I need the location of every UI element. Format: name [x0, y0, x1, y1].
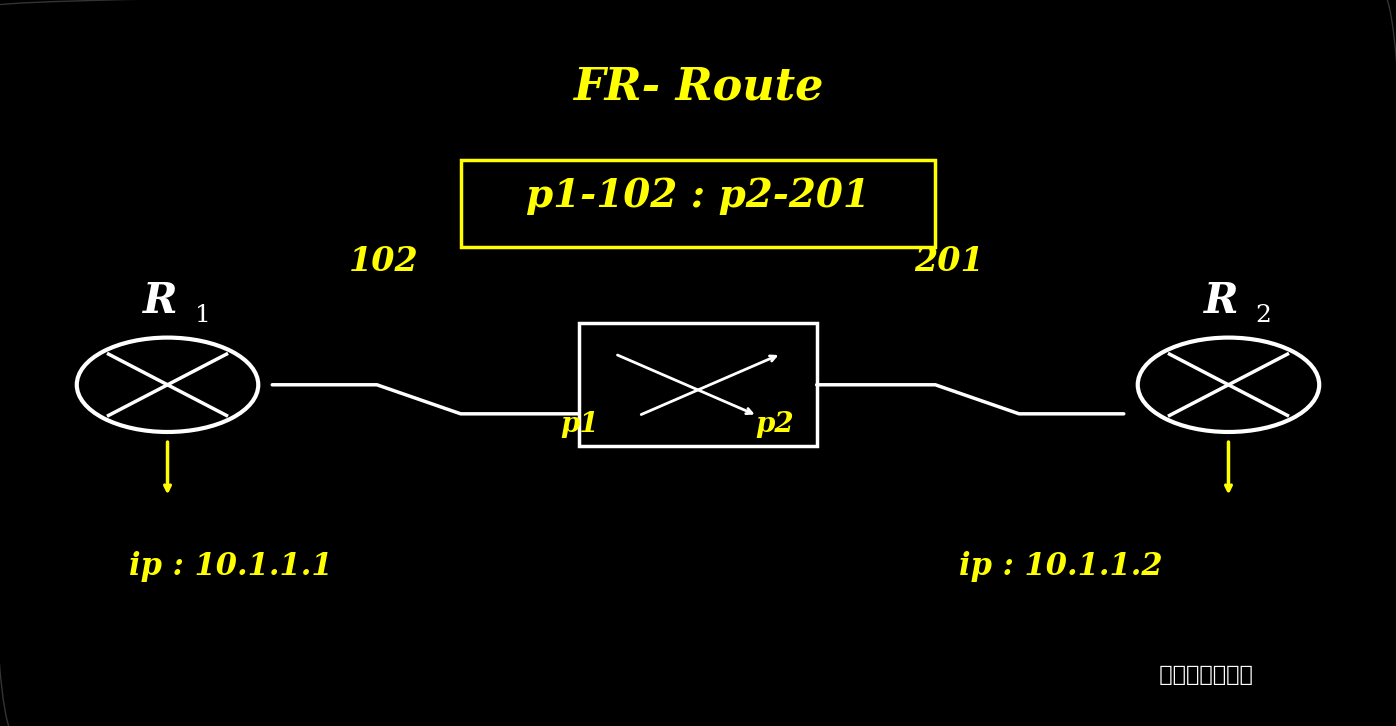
Text: R: R [144, 280, 177, 322]
Text: p1-102 : p2-201: p1-102 : p2-201 [526, 177, 870, 215]
Text: ip : 10.1.1.2: ip : 10.1.1.2 [959, 551, 1163, 582]
Text: FR- Route: FR- Route [572, 65, 824, 109]
Text: 拼客院长陈鑫杰: 拼客院长陈鑫杰 [1145, 665, 1252, 685]
Text: R: R [1205, 280, 1238, 322]
Text: 1: 1 [194, 304, 211, 327]
Bar [579, 323, 817, 446]
Text: ip : 10.1.1.1: ip : 10.1.1.1 [128, 551, 332, 582]
Text: p1: p1 [560, 411, 599, 439]
Text: 201: 201 [914, 245, 984, 278]
Text: p2: p2 [755, 411, 794, 439]
Text: 2: 2 [1255, 304, 1272, 327]
Text: 102: 102 [349, 245, 419, 278]
